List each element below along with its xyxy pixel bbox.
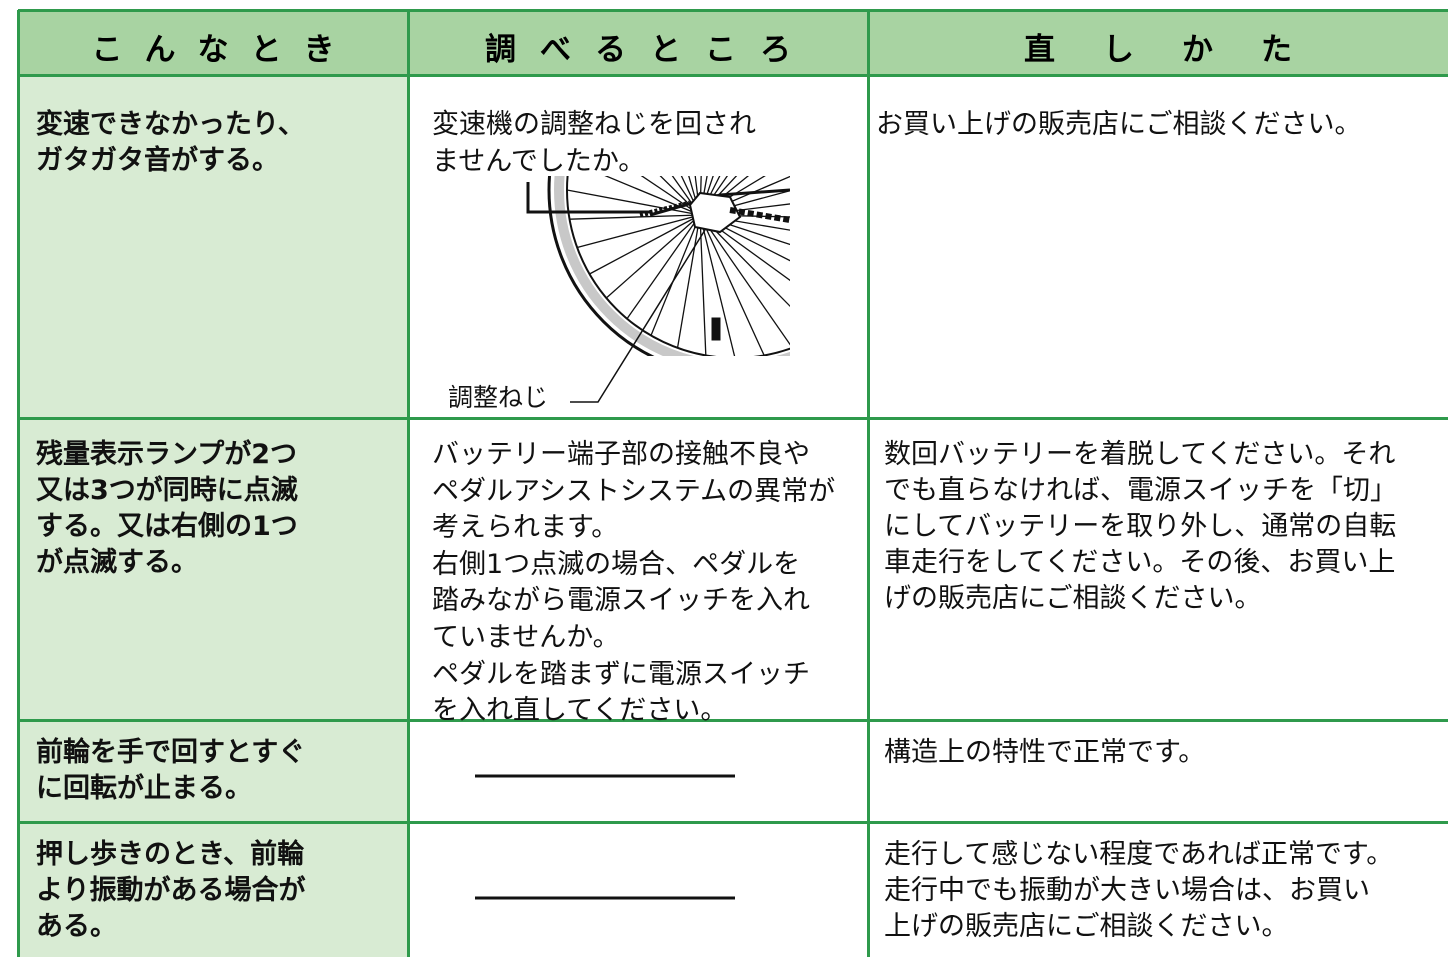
spoke (589, 214, 701, 275)
symptom-line: する。又は右側の1つ (36, 511, 298, 542)
row-border (18, 73, 1448, 77)
figure-label: 調整ねじ (448, 383, 549, 412)
remedy-line: 走行中でも振動が大きい場合は、お買い (884, 875, 1370, 906)
remedy-line: でも直らなければ、電源スイッチを「切」 (884, 475, 1397, 506)
spoke (699, 214, 790, 308)
spoke (694, 176, 701, 216)
spoke (650, 214, 701, 336)
check-line: バッテリー端子部の接触不良や (432, 439, 810, 470)
spoke (699, 214, 790, 346)
symptom-line: ある。 (36, 911, 117, 942)
symptom-line: 前輪を手で回すとすぐ (36, 737, 306, 768)
spoke (699, 214, 707, 356)
header-bg (18, 10, 1448, 75)
spoke (671, 176, 701, 216)
first-col-bg (18, 75, 408, 957)
spoke (699, 176, 721, 216)
spoke (699, 214, 790, 282)
check-line: 考えられます。 (432, 512, 619, 544)
column-header: 直しかた (1024, 32, 1340, 68)
symptom-line: より振動がある場合が (36, 875, 306, 906)
col-border (16, 10, 20, 957)
symptom-line: に回転が止まる。 (36, 773, 252, 804)
check-line: ペダルアシストシステムの異常が (432, 475, 836, 507)
symptom-line: ガタガタ音がする。 (36, 145, 279, 176)
symptom-line: 変速できなかったり、 (36, 109, 305, 140)
check-line: 変速機の調整ねじを回され (432, 109, 756, 140)
column-header: 調べるところ (485, 32, 815, 68)
spoke (569, 214, 701, 220)
remedy-line: にしてバッテリーを取り外し、通常の自転 (884, 511, 1397, 542)
check-line: 踏みながら電源スイッチを入れ (432, 585, 810, 617)
spoke (680, 176, 701, 216)
spoke (659, 176, 701, 216)
check-line: ペダルを踏まずに電源スイッチ (432, 658, 810, 690)
spoke (699, 176, 750, 216)
check-line: 右側1つ点滅の場合、ペダルを (432, 548, 801, 580)
spoke (676, 214, 701, 348)
spoke (699, 214, 790, 262)
symptom-line: が点滅する。 (36, 547, 198, 578)
remedy-line: 車走行をしてください。その後、お買い上 (884, 547, 1396, 578)
leader-line (570, 229, 706, 403)
check-line: を入れ直してください。 (432, 695, 728, 727)
remedy-line: 数回バッテリーを着脱してください。それ (884, 439, 1396, 470)
spoke (699, 214, 765, 356)
remedy-line: げの販売店にご相談ください。 (884, 583, 1262, 614)
spoke (688, 176, 701, 216)
row-border (18, 718, 1448, 722)
column-header: こんなとき (91, 32, 357, 68)
symptom-line: 又は3つが同時に点滅 (36, 475, 298, 506)
check-line: ていませんか。 (432, 622, 620, 653)
spoke (605, 214, 701, 299)
spoke (699, 176, 738, 216)
row-border (18, 820, 1448, 824)
col-border (866, 10, 870, 957)
remedy-line: お買い上げの販売店にご相談ください。 (876, 109, 1362, 140)
check-line: ませんでしたか。 (432, 145, 646, 177)
adjust-tool (526, 182, 650, 214)
spoke (566, 189, 701, 216)
spoke (699, 176, 714, 216)
row-border (18, 416, 1448, 420)
symptom-line: 押し歩きのとき、前輪 (36, 839, 305, 870)
col-border (406, 10, 410, 957)
spoke (699, 214, 736, 356)
spoke (699, 176, 729, 216)
spoke (699, 176, 708, 216)
symptom-line: 残量表示ランプが2つ (36, 439, 297, 470)
remedy-line: 走行して感じない程度であれば正常です。 (884, 839, 1394, 870)
spoke (576, 214, 701, 249)
spoke (626, 214, 701, 320)
remedy-line: 上げの販売店にご相談ください。 (884, 911, 1289, 942)
spoke (699, 176, 702, 216)
remedy-line: 構造上の特性で正常です。 (884, 737, 1206, 768)
row-border (18, 8, 1448, 12)
spoke (640, 176, 701, 216)
wheel-illustration (547, 176, 790, 356)
